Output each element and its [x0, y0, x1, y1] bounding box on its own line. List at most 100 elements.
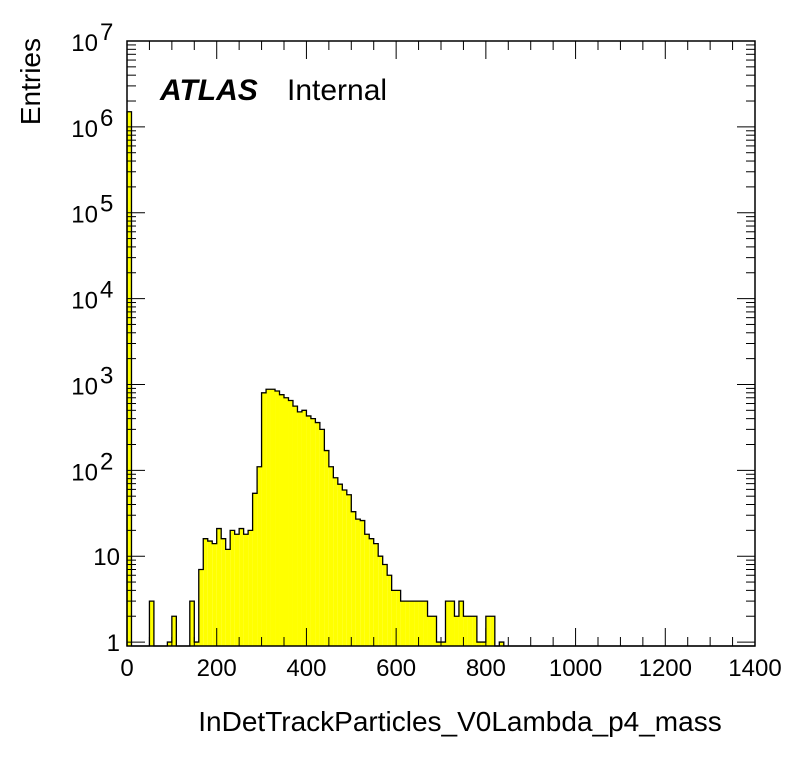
histogram-bar — [230, 530, 235, 646]
histogram-bar — [239, 528, 244, 646]
x-tick-label: 200 — [197, 655, 237, 682]
histogram-bar — [445, 601, 450, 646]
histogram-bar — [203, 538, 208, 646]
histogram-bar — [369, 538, 374, 646]
histogram-bar — [382, 564, 388, 646]
histogram-bar — [441, 642, 446, 646]
histogram-bar — [476, 642, 482, 646]
y-tick-exponent: 5 — [100, 191, 113, 218]
histogram-bar — [167, 642, 172, 646]
y-tick-label: 10 — [71, 459, 98, 486]
histogram-bar — [337, 484, 343, 646]
histogram-bar — [342, 490, 347, 646]
histogram-bar — [234, 534, 240, 646]
histogram-bar — [364, 534, 370, 646]
histogram-bar — [414, 601, 419, 646]
histogram-bar — [306, 415, 311, 646]
histogram-bar — [189, 601, 195, 646]
histogram-bar — [472, 616, 477, 646]
histogram-bar — [198, 569, 204, 646]
histogram-bars — [126, 111, 755, 647]
histogram-bar — [261, 392, 267, 646]
histogram-bar — [328, 466, 334, 646]
y-tick-label: 10 — [93, 544, 120, 571]
histogram-bar — [351, 511, 356, 646]
y-tick-label: 10 — [71, 288, 98, 315]
histogram-bar — [427, 616, 433, 646]
histogram-bar — [346, 494, 352, 646]
histogram-bar — [301, 410, 307, 646]
histogram-bar — [279, 394, 284, 646]
y-tick-label: 10 — [71, 30, 98, 57]
histogram-bar — [485, 616, 491, 646]
x-tick-label: 1200 — [639, 655, 692, 682]
histogram-bar — [319, 429, 325, 646]
histogram-bar — [355, 519, 361, 646]
histogram-bar — [378, 556, 383, 646]
histogram-bar — [449, 601, 455, 646]
histogram-bar — [333, 477, 338, 646]
histogram-bar — [387, 575, 392, 646]
histogram-bar — [243, 534, 249, 646]
histogram-bar — [288, 400, 293, 646]
y-tick-label: 1 — [107, 630, 120, 657]
histogram-bar — [284, 397, 289, 646]
histogram-bar — [315, 422, 320, 646]
x-tick-label: 400 — [286, 655, 326, 682]
histogram-bar — [418, 601, 424, 646]
histogram-bar — [324, 450, 329, 646]
y-tick-exponent: 6 — [100, 105, 113, 132]
histogram-bar — [423, 601, 428, 646]
x-tick-label: 600 — [376, 655, 416, 682]
histogram-bar — [391, 590, 397, 646]
histogram-bar — [257, 466, 262, 646]
histogram-bar — [458, 601, 464, 646]
histogram-bar — [432, 616, 437, 646]
histogram-bar — [149, 601, 154, 646]
y-tick-exponent: 3 — [100, 362, 113, 389]
x-tick-label: 800 — [466, 655, 506, 682]
histogram-bar — [171, 616, 177, 646]
histogram-bar — [207, 541, 213, 646]
histogram-bar — [248, 530, 253, 646]
axis-ticks — [126, 40, 756, 646]
histogram-bar — [194, 642, 199, 646]
histogram-bar — [297, 411, 302, 646]
atlas-label: ATLAS — [159, 74, 258, 107]
histogram-bar — [216, 528, 222, 646]
y-tick-exponent: 7 — [100, 19, 113, 46]
histogram-bar — [467, 616, 473, 646]
histogram-bar — [396, 590, 401, 646]
histogram-bar — [409, 601, 415, 646]
histogram-bar — [225, 549, 231, 646]
histogram-bar — [127, 111, 132, 646]
y-tick-label: 10 — [71, 373, 98, 400]
histogram-bar — [270, 389, 276, 646]
x-tick-label: 0 — [120, 655, 133, 682]
x-tick-label: 1400 — [728, 655, 781, 682]
histogram-bar — [499, 642, 504, 646]
internal-label: Internal — [287, 74, 387, 107]
y-tick-exponent: 4 — [100, 277, 113, 304]
y-tick-label: 10 — [71, 202, 98, 229]
x-tick-labels: 0 200 400 600 800 1000 1200 1400 — [120, 655, 781, 682]
x-tick-label: 1000 — [549, 655, 602, 682]
histogram-bar — [436, 642, 441, 646]
plot-frame — [126, 40, 756, 647]
histogram-bar — [221, 538, 226, 646]
histogram-bar — [490, 616, 495, 646]
histogram-bar — [252, 493, 258, 646]
histogram-bar — [463, 616, 468, 646]
y-axis-title: Entries — [15, 38, 46, 125]
histogram-bar — [266, 389, 271, 646]
histogram-bar — [400, 601, 406, 646]
histogram-bar — [454, 616, 459, 646]
y-tick-exponent: 2 — [100, 448, 113, 475]
histogram-bar — [310, 418, 316, 646]
histogram-bar — [360, 520, 365, 646]
histogram-bar — [373, 543, 379, 646]
histogram-bar — [481, 642, 486, 646]
histogram-bar — [212, 543, 217, 646]
histogram-bar — [275, 390, 280, 646]
